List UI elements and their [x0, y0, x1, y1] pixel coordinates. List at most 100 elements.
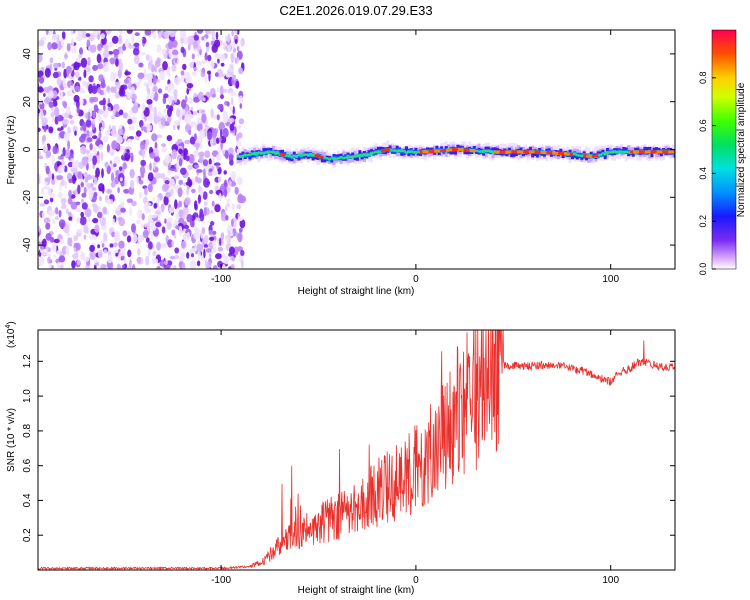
colorbar-tick-label: 0.0 [698, 263, 708, 276]
noise-speckle [127, 250, 131, 258]
noise-speckle [154, 92, 158, 102]
noise-speckle [215, 54, 222, 59]
track-core [549, 151, 552, 154]
noise-speckle [47, 257, 51, 264]
noise-speckle [225, 215, 228, 221]
noise-speckle [161, 243, 167, 249]
noise-speckle [57, 262, 60, 270]
noise-speckle [116, 84, 121, 88]
noise-speckle [97, 244, 100, 248]
noise-speckle [216, 154, 221, 161]
noise-speckle [81, 58, 87, 68]
noise-speckle [141, 52, 146, 56]
noise-speckle [155, 173, 161, 179]
noise-speckle [137, 248, 140, 255]
noise-speckle [159, 72, 165, 81]
noise-speckle [81, 193, 86, 198]
noise-speckle [76, 217, 80, 223]
track-core [467, 149, 470, 152]
noise-speckle [119, 88, 126, 97]
noise-speckle [158, 32, 162, 39]
noise-speckle [223, 89, 227, 93]
track-core [526, 150, 529, 153]
noise-speckle [74, 247, 77, 252]
noise-speckle [200, 188, 203, 198]
noise-speckle [180, 168, 187, 175]
noise-speckle [127, 139, 133, 143]
noise-speckle [237, 46, 239, 52]
noise-speckle [59, 219, 66, 228]
snr-scale-note: (x104) [5, 321, 17, 348]
noise-speckle [227, 101, 230, 106]
noise-speckle [230, 53, 234, 61]
noise-speckle [191, 247, 197, 251]
noise-speckle [151, 133, 157, 141]
noise-speckle [161, 203, 165, 212]
track-core [508, 150, 511, 153]
noise-speckle [80, 216, 87, 225]
noise-speckle [48, 126, 53, 133]
noise-speckle [157, 44, 162, 53]
noise-speckle [98, 250, 103, 259]
noise-speckle [148, 241, 153, 249]
noise-speckle [94, 192, 98, 197]
track-core [426, 150, 429, 153]
noise-speckle [68, 212, 72, 217]
noise-speckle [127, 235, 131, 242]
noise-speckle [101, 33, 105, 39]
track-core [645, 150, 648, 153]
snr-xlabel: Height of straight line (km) [298, 585, 415, 596]
noise-speckle [135, 32, 140, 36]
noise-speckle [190, 260, 196, 270]
track-core [318, 155, 321, 158]
noise-speckle [183, 215, 186, 219]
noise-speckle [137, 209, 142, 218]
noise-speckle [231, 203, 234, 211]
noise-speckle [62, 119, 69, 125]
noise-speckle [137, 257, 142, 264]
track-core [464, 149, 467, 152]
noise-speckle [221, 232, 225, 239]
noise-speckle [90, 45, 97, 53]
noise-speckle [146, 109, 149, 116]
noise-speckle [204, 201, 208, 206]
noise-speckle [74, 61, 80, 70]
track-core [458, 148, 461, 151]
noise-speckle [217, 261, 223, 268]
noise-speckle [138, 63, 143, 68]
noise-speckle [145, 208, 152, 214]
track-segment [241, 155, 244, 157]
noise-speckle [61, 204, 66, 210]
noise-speckle [150, 108, 155, 113]
noise-speckle [68, 115, 72, 119]
noise-speckle [224, 180, 228, 189]
noise-speckle [166, 105, 170, 109]
noise-speckle [187, 83, 194, 88]
noise-speckle [211, 108, 214, 118]
noise-speckle [72, 175, 76, 184]
noise-speckle [89, 245, 95, 252]
y-tick-label: 1.2 [22, 354, 33, 368]
noise-speckle [169, 207, 174, 213]
track-core [511, 150, 514, 153]
noise-speckle [182, 64, 186, 70]
noise-speckle [70, 26, 73, 36]
noise-speckle [201, 110, 206, 114]
track-core [639, 150, 642, 153]
noise-speckle [124, 180, 127, 187]
noise-speckle [165, 121, 170, 126]
noise-speckle [181, 70, 185, 75]
noise-speckle [231, 219, 234, 227]
colorbar-gradient [712, 30, 736, 269]
noise-speckle [85, 150, 90, 155]
noise-speckle [153, 161, 156, 169]
noise-speckle [54, 239, 60, 243]
noise-speckle [102, 243, 104, 248]
noise-speckle [140, 141, 145, 151]
noise-speckle [89, 143, 92, 150]
noise-speckle [79, 136, 85, 143]
noise-speckle [161, 143, 166, 147]
noise-speckle [48, 210, 54, 216]
colorbar-label: Normalized spectral amplitude [736, 82, 747, 217]
noise-speckle [147, 124, 151, 133]
